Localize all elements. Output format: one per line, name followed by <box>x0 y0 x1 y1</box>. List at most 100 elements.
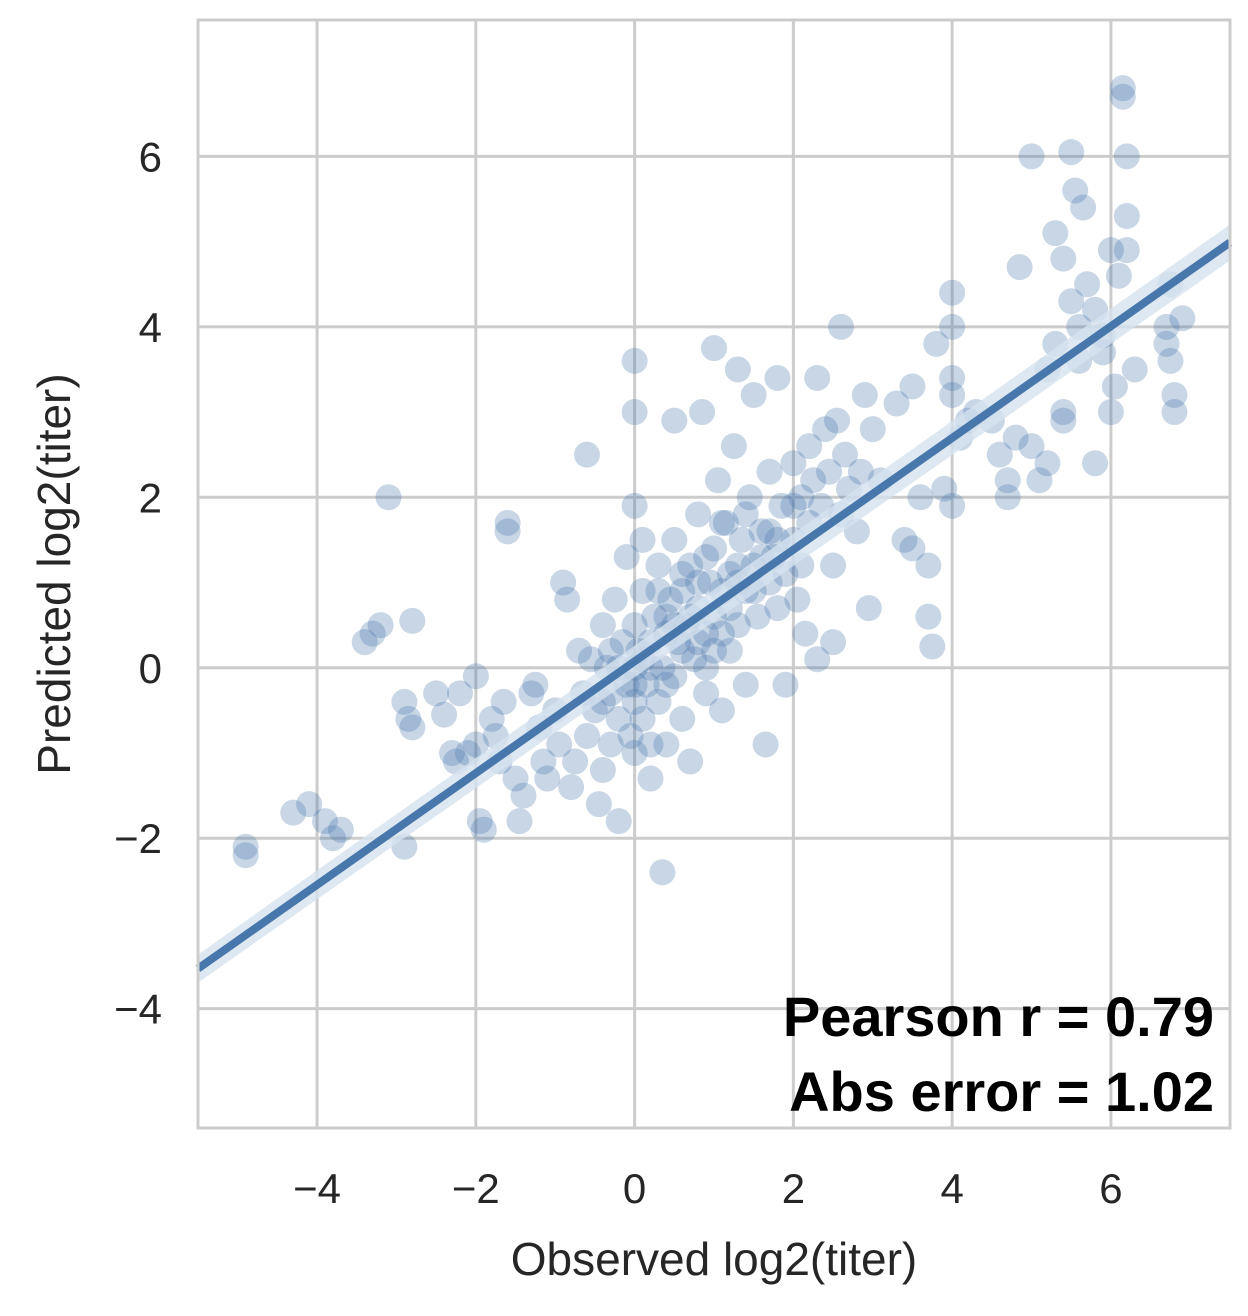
data-point <box>1058 288 1085 315</box>
data-point <box>1153 330 1180 357</box>
data-point <box>669 561 696 587</box>
data-point <box>661 526 688 553</box>
x-tick-label: 6 <box>1099 1165 1122 1212</box>
data-point <box>657 586 684 613</box>
data-point <box>399 607 426 634</box>
data-point <box>522 671 549 698</box>
data-point <box>518 680 545 707</box>
data-point <box>724 612 751 639</box>
data-point <box>562 748 589 775</box>
data-point <box>712 509 739 536</box>
data-point <box>701 335 727 362</box>
data-point <box>589 612 616 639</box>
data-point <box>319 825 346 852</box>
data-point <box>804 364 831 391</box>
data-point <box>359 620 386 647</box>
data-point <box>645 688 672 715</box>
data-point <box>693 543 720 570</box>
data-point <box>621 492 648 519</box>
data-point <box>653 731 680 758</box>
data-point <box>601 586 628 613</box>
data-point <box>1113 203 1140 230</box>
data-point <box>641 603 668 630</box>
data-point <box>510 782 537 809</box>
data-point <box>855 595 882 622</box>
data-point <box>939 382 966 409</box>
grid <box>198 20 1230 1128</box>
data-point <box>558 774 585 801</box>
data-point <box>704 467 731 494</box>
data-point <box>736 484 763 511</box>
data-point <box>1018 433 1045 460</box>
data-point <box>677 748 704 775</box>
data-point <box>816 458 843 485</box>
data-point <box>470 816 497 843</box>
data-point <box>1097 237 1124 264</box>
data-point <box>780 492 807 519</box>
data-point <box>804 646 831 673</box>
data-point <box>613 543 640 570</box>
regression-line-group <box>195 224 1233 983</box>
data-point <box>554 586 581 613</box>
data-point <box>915 552 942 579</box>
data-point <box>800 467 827 494</box>
data-point <box>478 705 505 732</box>
data-point <box>784 586 811 613</box>
data-point <box>1157 347 1184 374</box>
data-point <box>1121 356 1148 383</box>
data-point <box>621 688 648 715</box>
data-point <box>446 680 473 707</box>
data-point <box>597 637 624 664</box>
data-point <box>847 458 874 485</box>
data-point <box>1062 177 1089 204</box>
data-point <box>724 356 751 383</box>
data-point <box>899 373 926 400</box>
data-point <box>701 535 727 562</box>
data-point <box>621 739 648 766</box>
data-point <box>701 637 727 664</box>
data-point <box>566 637 593 664</box>
data-point <box>232 842 259 869</box>
data-point <box>661 407 688 434</box>
data-point <box>653 671 680 698</box>
data-point <box>752 731 779 758</box>
data-point <box>831 441 858 468</box>
data-point <box>708 697 735 724</box>
data-point <box>327 816 354 843</box>
data-point <box>573 441 600 468</box>
data-point <box>1161 399 1188 426</box>
data-point <box>720 433 747 460</box>
data-point <box>788 484 815 511</box>
data-point <box>1097 399 1124 426</box>
data-point <box>232 833 259 860</box>
data-point <box>621 399 648 426</box>
data-point <box>462 731 489 758</box>
data-point <box>891 526 918 553</box>
data-point <box>1026 467 1053 494</box>
data-point <box>466 808 493 835</box>
data-point <box>597 731 624 758</box>
data-point <box>677 552 704 579</box>
data-point <box>939 492 966 519</box>
data-point <box>820 552 847 579</box>
data-point <box>1153 313 1180 340</box>
x-tick-labels: −4 −2 0 2 4 6 <box>293 1165 1122 1212</box>
data-point <box>605 808 632 835</box>
data-point <box>550 569 577 596</box>
regression-line <box>195 239 1233 972</box>
data-point <box>939 313 966 340</box>
data-point <box>732 671 759 698</box>
data-point <box>490 688 517 715</box>
data-point <box>764 364 791 391</box>
x-tick-label: 2 <box>782 1165 805 1212</box>
data-point <box>605 705 632 732</box>
data-point <box>899 535 926 562</box>
x-tick-label: 0 <box>623 1165 646 1212</box>
y-tick-label: 6 <box>139 133 162 180</box>
data-point <box>689 399 716 426</box>
data-point <box>716 637 743 664</box>
data-point <box>1113 143 1140 170</box>
data-point <box>649 859 676 886</box>
